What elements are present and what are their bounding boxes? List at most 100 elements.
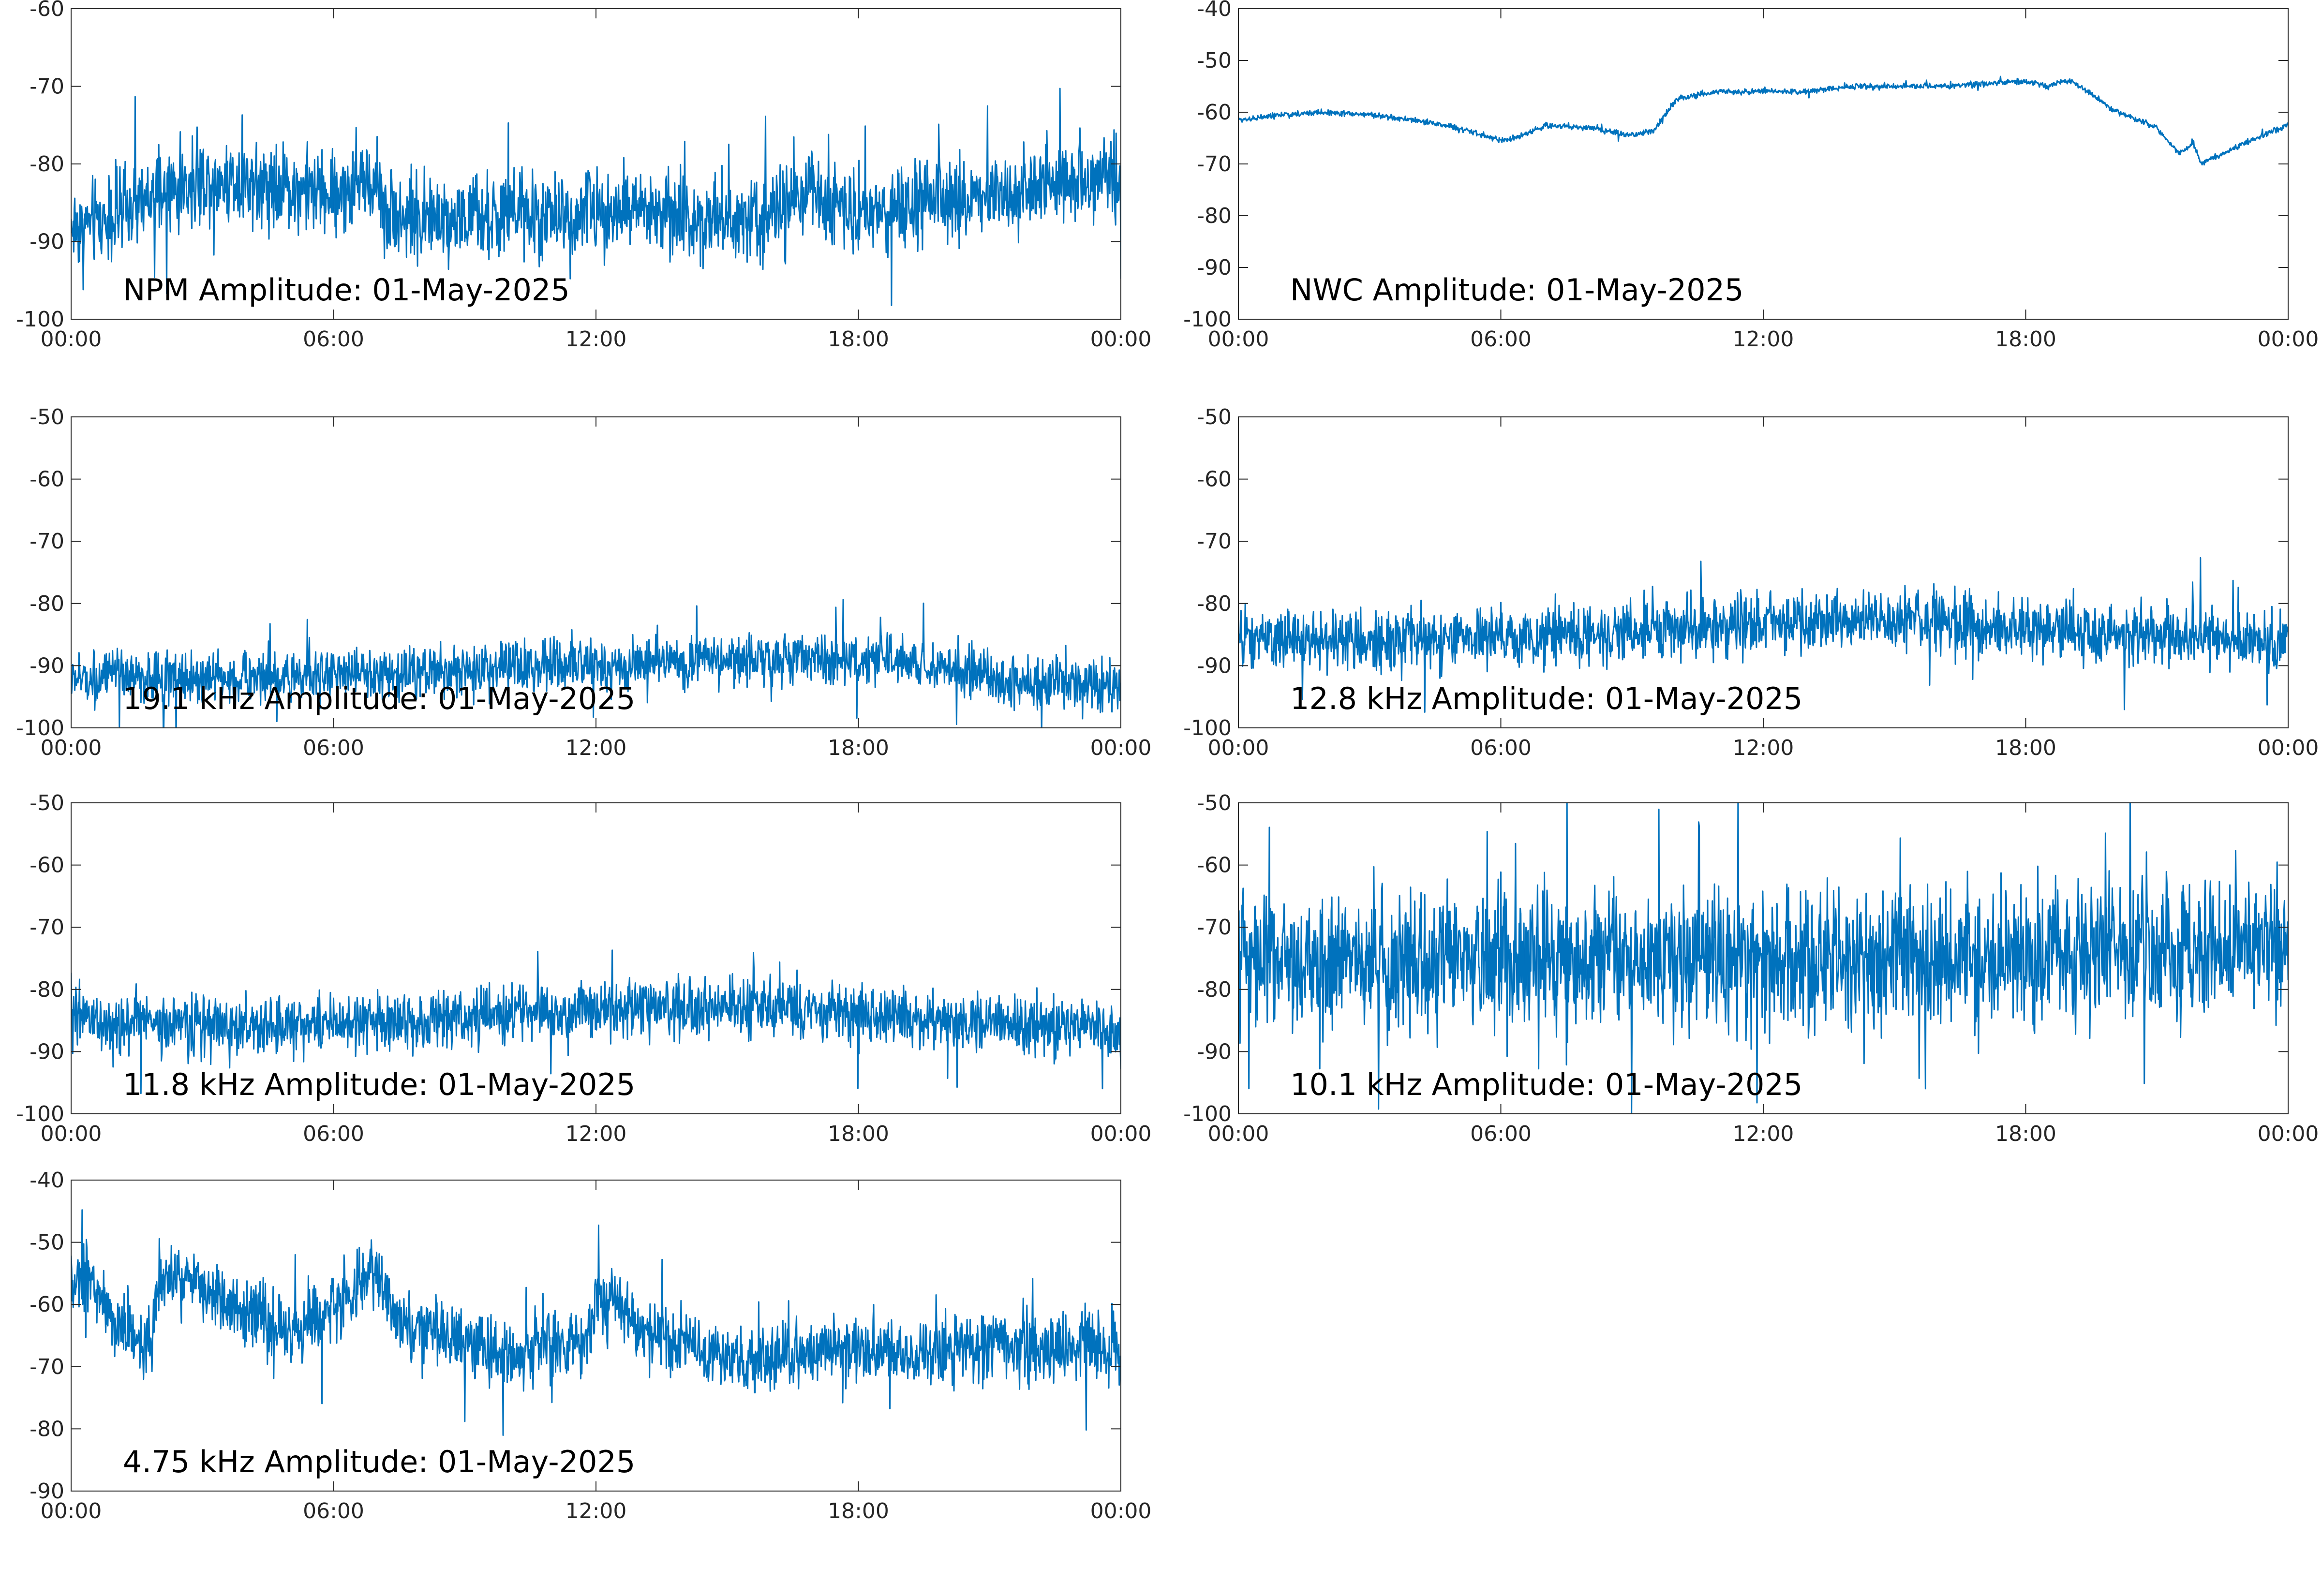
panel-6-x-tick-label: 12:00: [1733, 1122, 1794, 1146]
panel-7-title-4-75-khz-amplitude-01-may-2025: 4.75 kHz Amplitude: 01-May-2025: [123, 1444, 635, 1479]
panel-7-x-tick-label: 06:00: [303, 1499, 364, 1523]
panel-7-x-tick-label: 12:00: [566, 1499, 627, 1523]
panel-2-x-tick-label: 18:00: [1995, 327, 2056, 352]
panel-1-x-tick-label: 12:00: [566, 327, 627, 352]
panel-3-title-19-1-khz-amplitude-01-may-2025: 19.1 kHz Amplitude: 01-May-2025: [123, 681, 635, 716]
panel-7-x-tick-label: 00:00: [41, 1499, 102, 1523]
panel-1-title-npm-amplitude-01-may-2025: NPM Amplitude: 01-May-2025: [123, 272, 570, 308]
panel-1: 00:00 06:00 12:00 18:00 00:00 -60 -70 -80 -90 -10…: [16, 0, 1151, 352]
panel-4-x-tick-label: 18:00: [1995, 736, 2056, 760]
panel-6-y-tick-label: -80: [1197, 977, 1232, 1002]
panel-3-y-tick-label: -90: [30, 653, 64, 678]
panel-6-x-tick-label: 18:00: [1995, 1122, 2056, 1146]
panel-3-series-line: [71, 599, 1121, 728]
panel-2-x-tick-label: 06:00: [1470, 327, 1532, 352]
panel-2-y-tick-label: -90: [1197, 255, 1232, 280]
panel-7-x-tick-label: 00:00: [1090, 1499, 1152, 1523]
panel-1-x-tick-label: 18:00: [828, 327, 889, 352]
panel-1-y-tick-label: -80: [30, 152, 64, 177]
panel-1-series-line: [71, 88, 1121, 306]
panel-1-plot-area: [71, 9, 1121, 319]
panel-5-x-tick-label: 00:00: [41, 1122, 102, 1146]
panel-7-y-tick-label: -50: [30, 1230, 64, 1255]
panel-3: 00:00 06:00 12:00 18:00 00:00 -50 -60 -70 -80 -90…: [16, 405, 1151, 760]
panel-2-y-tick-label: -80: [1197, 204, 1232, 228]
panel-1-x-tick-label: 00:00: [1090, 327, 1152, 352]
panel-5-series-line: [71, 949, 1121, 1094]
panel-5-x-tick-label: 18:00: [828, 1122, 889, 1146]
panel-4-y-tick-label: -60: [1197, 467, 1232, 492]
panel-6-title-10-1-khz-amplitude-01-may-2025: 10.1 kHz Amplitude: 01-May-2025: [1290, 1067, 1802, 1102]
panel-2-title-nwc-amplitude-01-may-2025: NWC Amplitude: 01-May-2025: [1290, 272, 1744, 308]
panel-2-series-line: [1238, 75, 2288, 166]
panel-1-x-tick-label: 06:00: [303, 327, 364, 352]
panel-6-x-tick-label: 06:00: [1470, 1122, 1532, 1146]
panel-3-y-tick-label: -50: [30, 405, 64, 429]
panel-6-x-tick-label: 00:00: [1208, 1122, 1269, 1146]
panel-1-y-tick-label: -100: [16, 307, 64, 332]
panel-7-y-tick-label: -80: [30, 1417, 64, 1441]
panel-3-x-tick-label: 06:00: [303, 736, 364, 760]
panel-7-y-tick-label: -40: [30, 1168, 64, 1193]
panel-4-x-tick-label: 06:00: [1470, 736, 1532, 760]
panel-6-series-line: [1238, 803, 2288, 1114]
panel-7-y-tick-label: -60: [30, 1292, 64, 1317]
panel-4-x-tick-label: 00:00: [2258, 736, 2319, 760]
panel-7-x-tick-label: 18:00: [828, 1499, 889, 1523]
panel-4-title-12-8-khz-amplitude-01-may-2025: 12.8 kHz Amplitude: 01-May-2025: [1290, 681, 1802, 716]
panel-6-x-tick-label: 00:00: [2258, 1122, 2319, 1146]
panel-6-y-tick-label: -50: [1197, 791, 1232, 815]
panel-5-y-tick-label: -90: [30, 1039, 64, 1064]
panel-4-y-tick-label: -80: [1197, 591, 1232, 616]
panel-4-y-tick-label: -50: [1197, 405, 1232, 429]
panel-2-x-tick-label: 00:00: [1208, 327, 1269, 352]
panel-5-x-tick-label: 06:00: [303, 1122, 364, 1146]
panel-2-y-tick-label: -40: [1197, 0, 1232, 21]
panel-2-y-tick-label: -60: [1197, 100, 1232, 125]
panel-3-y-tick-label: -60: [30, 467, 64, 492]
panel-4-y-tick-label: -90: [1197, 653, 1232, 678]
panel-4-y-tick-label: -70: [1197, 529, 1232, 554]
panel-5-title-11-8-khz-amplitude-01-may-2025: 11.8 kHz Amplitude: 01-May-2025: [123, 1067, 635, 1102]
panel-1-x-tick-label: 00:00: [41, 327, 102, 352]
panel-6: 00:00 06:00 12:00 18:00 00:00 -50 -60 -70 -80 -90…: [1183, 791, 2319, 1146]
panel-2: 00:00 06:00 12:00 18:00 00:00 -40 -50 -60 -70 -80…: [1183, 0, 2319, 352]
panel-5-y-tick-label: -100: [16, 1102, 64, 1126]
panel-6-y-tick-label: -90: [1197, 1039, 1232, 1064]
panels-group: 00:00 06:00 12:00 18:00 00:00 -60 -70 -80 -90 -10…: [16, 0, 2319, 1523]
panel-6-y-tick-label: -100: [1183, 1102, 1232, 1126]
panel-3-x-tick-label: 18:00: [828, 736, 889, 760]
panel-5-x-tick-label: 12:00: [566, 1122, 627, 1146]
panel-4-x-tick-label: 00:00: [1208, 736, 1269, 760]
panel-1-y-tick-label: -70: [30, 74, 64, 99]
panel-4-plot-area: [1238, 417, 2288, 728]
panel-2-x-tick-label: 00:00: [2258, 327, 2319, 352]
panel-7-y-tick-label: -70: [30, 1355, 64, 1379]
panel-3-y-tick-label: -70: [30, 529, 64, 554]
panel-5-y-tick-label: -80: [30, 977, 64, 1002]
panel-2-plot-area: [1238, 9, 2288, 319]
panel-5-plot-area: [71, 803, 1121, 1114]
panel-1-y-tick-label: -60: [30, 0, 64, 21]
panel-4-y-tick-label: -100: [1183, 716, 1232, 740]
panel-5-y-tick-label: -70: [30, 915, 64, 940]
panel-3-y-tick-label: -100: [16, 716, 64, 740]
panel-4-x-tick-label: 12:00: [1733, 736, 1794, 760]
panel-5-y-tick-label: -50: [30, 791, 64, 815]
panel-7: 00:00 06:00 12:00 18:00 00:00 -40 -50 -60 -70 -80…: [30, 1168, 1151, 1523]
panel-5-y-tick-label: -60: [30, 853, 64, 878]
panel-2-x-tick-label: 12:00: [1733, 327, 1794, 352]
panel-7-y-tick-label: -90: [30, 1479, 64, 1504]
panel-5: 00:00 06:00 12:00 18:00 00:00 -50 -60 -70 -80 -90…: [16, 791, 1151, 1146]
panel-7-series-line: [71, 1209, 1121, 1436]
panel-3-x-tick-label: 00:00: [41, 736, 102, 760]
panel-3-y-tick-label: -80: [30, 591, 64, 616]
panel-3-x-tick-label: 00:00: [1090, 736, 1152, 760]
panel-2-y-tick-label: -50: [1197, 48, 1232, 73]
panel-6-y-tick-label: -70: [1197, 915, 1232, 940]
panel-3-x-tick-label: 12:00: [566, 736, 627, 760]
panel-6-y-tick-label: -60: [1197, 853, 1232, 878]
panel-1-y-tick-label: -90: [30, 230, 64, 254]
panel-4: 00:00 06:00 12:00 18:00 00:00 -50 -60 -70 -80 -90…: [1183, 405, 2319, 760]
